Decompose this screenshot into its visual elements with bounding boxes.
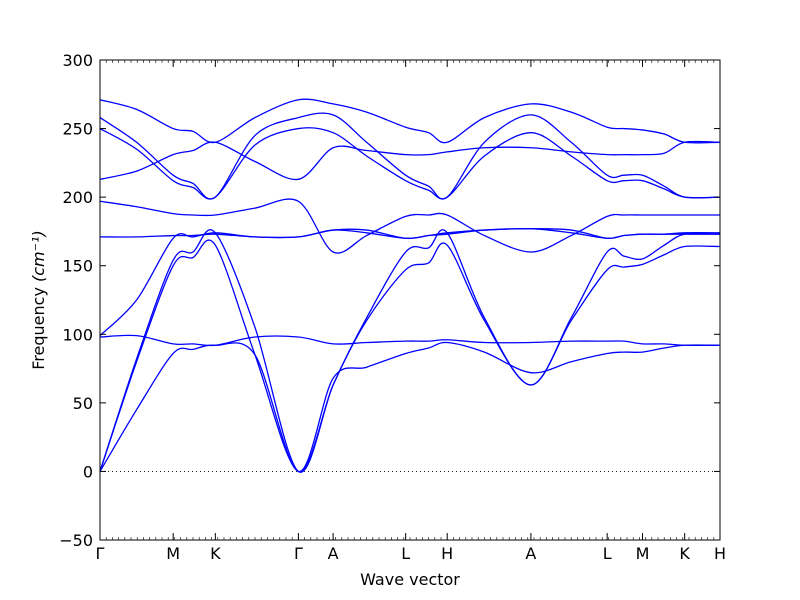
y-tick-label: 0 xyxy=(83,462,93,481)
y-axis-label-unit: (cm⁻¹) xyxy=(29,230,48,282)
k-point-label: Γ xyxy=(96,544,105,563)
branch-line-6 xyxy=(100,228,720,240)
y-tick-label: 150 xyxy=(62,257,93,276)
branch-line-3 xyxy=(100,229,720,473)
y-axis-label-text: Frequency xyxy=(29,287,48,370)
k-point-label: L xyxy=(401,544,410,563)
branch-line-1 xyxy=(100,341,720,473)
k-point-label: K xyxy=(210,544,221,563)
k-point-label: Γ xyxy=(294,544,303,563)
branch-line-2 xyxy=(100,239,720,473)
branch-line-11 xyxy=(100,98,720,144)
branch-line-10 xyxy=(100,112,720,200)
branch-line-4 xyxy=(100,334,720,347)
y-tick-label: −50 xyxy=(59,531,93,550)
y-tick-label: 300 xyxy=(62,51,93,70)
x-axis-label: Wave vector xyxy=(360,570,460,589)
k-point-label: A xyxy=(525,544,536,563)
series-group xyxy=(100,98,720,473)
branch-line-7 xyxy=(100,198,720,254)
k-point-label: H xyxy=(714,544,726,563)
plot-area xyxy=(100,98,720,473)
k-point-label: A xyxy=(328,544,339,563)
y-tick-label: 50 xyxy=(73,394,93,413)
k-point-label: L xyxy=(603,544,612,563)
y-tick-label: 250 xyxy=(62,120,93,139)
k-point-label: K xyxy=(679,544,690,563)
k-point-label: M xyxy=(636,544,650,563)
k-point-label: M xyxy=(166,544,180,563)
branch-line-9 xyxy=(100,127,720,200)
k-point-label: H xyxy=(441,544,453,563)
branch-line-8 xyxy=(100,140,720,181)
axes: −50 0 50 100 150 200 250 300 Γ M K Γ A L H A L M K H xyxy=(59,51,726,563)
y-axis-label: Frequency (cm⁻¹) xyxy=(29,230,48,369)
y-tick-label: 100 xyxy=(62,325,93,344)
y-tick-label: 200 xyxy=(62,188,93,207)
